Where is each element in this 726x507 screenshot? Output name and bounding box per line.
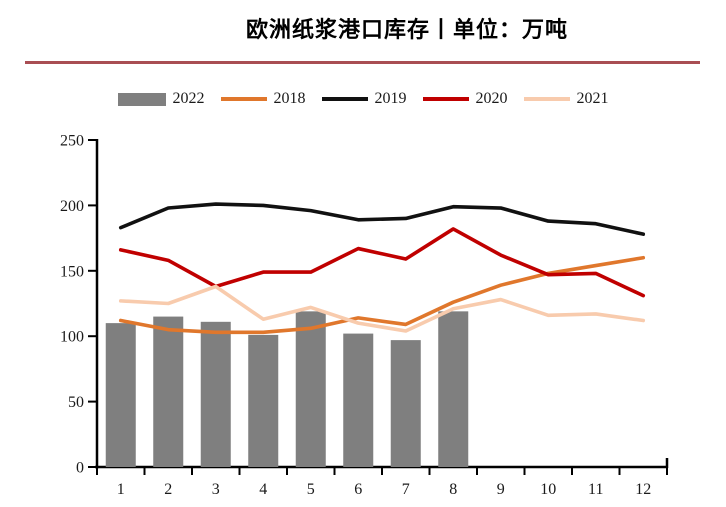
x-tick-label: 5 [307,481,315,498]
chart-legend: 2022 2018 2019 2020 2021 [0,88,726,110]
bar-2022-month-4 [248,334,279,467]
title-separator-line [25,61,700,64]
legend-label-2022: 2022 [172,90,205,107]
legend-swatch-2021 [523,97,570,101]
y-tick-label: 50 [68,394,84,411]
y-tick-label: 150 [60,263,84,280]
legend-item-2018: 2018 [220,90,306,107]
x-tick-label: 7 [402,481,410,498]
x-tick-label: 11 [588,481,603,498]
legend-label-2021: 2021 [576,90,609,107]
bar-2022-month-5 [295,311,326,467]
y-tick-label: 100 [60,329,84,346]
x-tick-label: 12 [635,481,651,498]
legend-item-2020: 2020 [422,90,508,107]
x-tick-label: 8 [449,481,457,498]
legend-item-2022: 2022 [117,90,205,107]
legend-swatch-2022 [117,92,166,106]
y-tick-label: 0 [76,460,84,477]
bar-2022-month-6 [343,333,374,467]
x-tick-label: 10 [540,481,556,498]
bar-2022-month-1 [105,323,136,467]
x-tick-label: 6 [354,481,362,498]
legend-item-2021: 2021 [523,90,609,107]
bar-2022-month-3 [200,321,231,467]
legend-label-2018: 2018 [273,90,306,107]
bar-2022-month-2 [153,316,184,467]
line-2018 [118,255,646,335]
y-tick-label: 200 [60,198,84,215]
line-2021 [118,284,646,333]
x-tick-label: 9 [497,481,505,498]
legend-swatch-2020 [422,97,469,101]
x-tick-label: 1 [117,481,125,498]
line-2020 [118,227,646,298]
x-tick-label: 2 [164,481,172,498]
legend-item-2019: 2019 [321,90,407,107]
bar-2022-month-7 [390,340,421,467]
x-tick-label: 4 [259,481,267,498]
legend-swatch-2019 [321,97,368,101]
line-2019 [118,202,646,236]
legend-label-2020: 2020 [475,90,508,107]
y-tick-label: 250 [60,133,84,150]
legend-label-2019: 2019 [374,90,407,107]
bar-2022-month-8 [438,311,469,467]
x-tick-label: 3 [212,481,220,498]
chart-title: 欧洲纸浆港口库存丨单位：万吨 [245,17,568,42]
legend-swatch-2018 [220,97,267,101]
